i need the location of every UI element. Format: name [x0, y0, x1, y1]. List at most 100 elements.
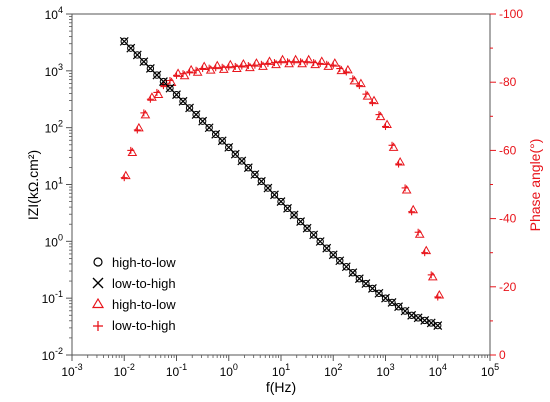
- modulus-circle-point: [159, 77, 168, 86]
- modulus-circle-point: [303, 224, 311, 232]
- modulus-x-point: [381, 293, 390, 303]
- phase-plus-point: [140, 109, 148, 117]
- phase-triangle-point: [401, 184, 412, 194]
- modulus-circle-point: [205, 124, 213, 132]
- phase-plus-point: [159, 82, 167, 90]
- modulus-circle-point: [211, 130, 220, 138]
- y-left-tick-label: 100: [45, 232, 63, 249]
- x-tick-label: 100: [220, 362, 238, 379]
- phase-plus-point: [251, 61, 259, 69]
- modulus-circle-point: [153, 71, 161, 79]
- phase-plus-point: [401, 184, 409, 192]
- data-marks: [119, 36, 445, 330]
- phase-plus-point: [244, 62, 252, 70]
- x-tick-label: 10-1: [166, 362, 187, 379]
- modulus-circle-point: [133, 51, 142, 59]
- modulus-circle-point: [394, 303, 403, 311]
- phase-plus-point: [205, 64, 213, 72]
- modulus-x-point: [368, 284, 377, 293]
- phase-plus-point: [355, 82, 363, 90]
- phase-plus-point: [225, 63, 233, 71]
- phase-plus-point: [395, 160, 403, 168]
- y-left-tick-label: 102: [45, 119, 63, 136]
- phase-plus-point: [218, 63, 226, 71]
- modulus-circle-point: [362, 279, 370, 288]
- legend-marker-x: [92, 277, 104, 289]
- y-left-tick-label: 101: [45, 176, 63, 193]
- modulus-circle-point: [146, 64, 155, 73]
- modulus-x-point: [374, 288, 384, 298]
- modulus-circle-point: [283, 204, 292, 212]
- modulus-x-point: [413, 313, 423, 323]
- modulus-circle-point: [185, 104, 194, 112]
- phase-triangle-point: [297, 58, 308, 68]
- modulus-circle-point: [218, 137, 226, 145]
- modulus-circle-point: [251, 170, 259, 179]
- phase-plus-point: [362, 90, 370, 98]
- modulus-circle-point: [323, 244, 331, 252]
- modulus-circle-point: [270, 191, 279, 199]
- modulus-circle-point: [309, 231, 318, 239]
- modulus-x-point: [354, 274, 364, 284]
- modulus-x-point: [420, 315, 430, 325]
- modulus-x-point: [387, 298, 397, 307]
- modulus-circle-point: [368, 284, 377, 293]
- modulus-circle-point: [127, 44, 135, 52]
- modulus-x-point: [361, 279, 371, 288]
- phase-plus-point: [375, 111, 383, 119]
- x-tick-label: 102: [324, 362, 342, 379]
- y-left-tick-label: 10-1: [42, 289, 63, 306]
- phase-plus-point: [277, 58, 285, 66]
- phase-triangle-point: [127, 147, 138, 156]
- phase-triangle-point: [414, 229, 425, 238]
- phase-plus-point: [342, 68, 350, 76]
- y-right-tick-label: 0: [499, 348, 506, 362]
- x-axis-title: f(Hz): [266, 379, 296, 395]
- phase-plus-point: [368, 99, 376, 107]
- y-right-tick-label: -20: [499, 280, 517, 294]
- phase-plus-point: [434, 293, 442, 301]
- phase-plus-point: [414, 228, 422, 236]
- phase-plus-point: [192, 66, 200, 74]
- legend-label-low-to-high-modulus: low-to-high: [112, 276, 176, 291]
- legend-label-high-to-low-modulus: high-to-low: [112, 255, 176, 270]
- phase-plus-point: [427, 271, 435, 279]
- modulus-circle-point: [349, 269, 357, 277]
- phase-plus-point: [231, 62, 239, 70]
- phase-plus-point: [270, 59, 278, 67]
- x-tick-label: 104: [429, 362, 447, 379]
- x-tick-label: 103: [376, 362, 394, 379]
- phase-plus-point: [173, 71, 180, 79]
- modulus-circle-point: [172, 91, 181, 99]
- phase-plus-point: [212, 64, 220, 72]
- legend-marker-plus: [93, 321, 103, 331]
- phase-plus-point: [336, 65, 344, 73]
- modulus-circle-point: [166, 84, 174, 92]
- modulus-circle-point: [375, 289, 383, 298]
- legend-label-low-to-high-phase: low-to-high: [112, 318, 176, 333]
- y-left-axis-ticks: 10-2 10-1 100 101 102 103 104: [42, 5, 72, 363]
- phase-plus-point: [421, 249, 429, 257]
- modulus-circle-point: [277, 197, 285, 206]
- phase-plus-point: [284, 58, 292, 66]
- x-tick-label: 101: [272, 362, 290, 379]
- phase-plus-point: [257, 60, 265, 68]
- phase-triangle-point: [427, 271, 438, 281]
- phase-plus-point: [133, 126, 141, 134]
- phase-plus-point: [238, 62, 246, 70]
- phase-plus-point: [179, 70, 187, 78]
- y-left-tick-label: 10-2: [42, 346, 63, 363]
- phase-plus-point: [290, 58, 298, 66]
- x-tick-label: 105: [481, 362, 499, 379]
- y-left-axis-title: IZI(kΩ.cm²): [25, 150, 41, 220]
- phase-plus-point: [199, 65, 207, 73]
- phase-triangle-point: [153, 89, 164, 98]
- phase-plus-point: [382, 123, 389, 131]
- modulus-circle-point: [198, 117, 207, 125]
- modulus-x-point: [433, 321, 443, 330]
- modulus-circle-point: [257, 177, 266, 185]
- modulus-circle-point: [355, 275, 364, 283]
- phase-triangle-point: [388, 142, 399, 151]
- modulus-circle-point: [329, 251, 337, 259]
